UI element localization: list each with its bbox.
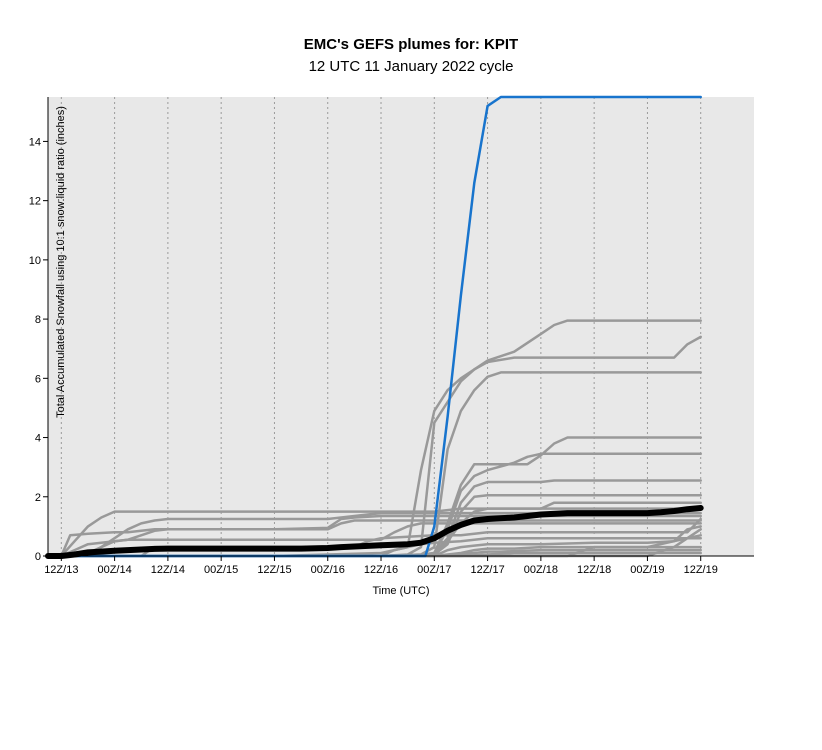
x-tick-label: 12Z/16 <box>364 564 398 576</box>
y-tick-label: 0 <box>35 551 41 563</box>
y-tick-label: 4 <box>35 433 41 445</box>
x-tick-label: 12Z/13 <box>44 564 78 576</box>
chart-subtitle: 12 UTC 11 January 2022 cycle <box>308 58 514 75</box>
ensemble-member-line <box>46 519 702 558</box>
ensemble-member-line <box>46 507 702 558</box>
y-axis-label: Total Accumulated Snowfall using 10:1 sn… <box>55 106 67 418</box>
y-tick-label: 8 <box>35 314 41 326</box>
x-tick-label: 00Z/16 <box>311 564 345 576</box>
ensemble-mean-line <box>45 505 704 559</box>
y-tick-label: 12 <box>29 196 41 208</box>
x-tick-label: 12Z/15 <box>257 564 291 576</box>
x-tick-label: 12Z/19 <box>684 564 718 576</box>
highlighted-member-line <box>46 95 702 558</box>
x-tick-label: 12Z/17 <box>470 564 504 576</box>
x-axis-ticks: 12Z/13 00Z/14 12Z/14 00Z/15 12Z/15 00Z/16 12Z/… <box>44 556 718 576</box>
y-tick-label: 2 <box>35 492 41 504</box>
ensemble-member-line <box>46 452 702 558</box>
y-tick-label: 14 <box>29 136 41 148</box>
x-tick-label: 00Z/15 <box>204 564 238 576</box>
ensemble-member-line <box>46 335 702 558</box>
y-axis-ticks: 0 2 4 6 8 10 12 14 <box>29 136 48 563</box>
x-tick-label: 00Z/17 <box>417 564 451 576</box>
x-tick-label: 00Z/18 <box>524 564 558 576</box>
y-tick-label: 6 <box>35 373 41 385</box>
x-tick-label: 00Z/14 <box>97 564 131 576</box>
x-tick-label: 12Z/18 <box>577 564 611 576</box>
x-tick-label: 00Z/19 <box>630 564 664 576</box>
chart-title: EMC's GEFS plumes for: KPIT <box>303 36 519 53</box>
ensemble-member-line <box>46 479 702 558</box>
y-tick-label: 10 <box>29 255 41 267</box>
ensemble-member-line <box>46 501 702 558</box>
x-grid <box>60 97 702 556</box>
x-tick-label: 12Z/14 <box>151 564 185 576</box>
x-axis-label: Time (UTC) <box>372 585 429 597</box>
ensemble-member-line <box>46 522 702 558</box>
series-group <box>45 95 704 559</box>
plot-area <box>48 97 754 556</box>
